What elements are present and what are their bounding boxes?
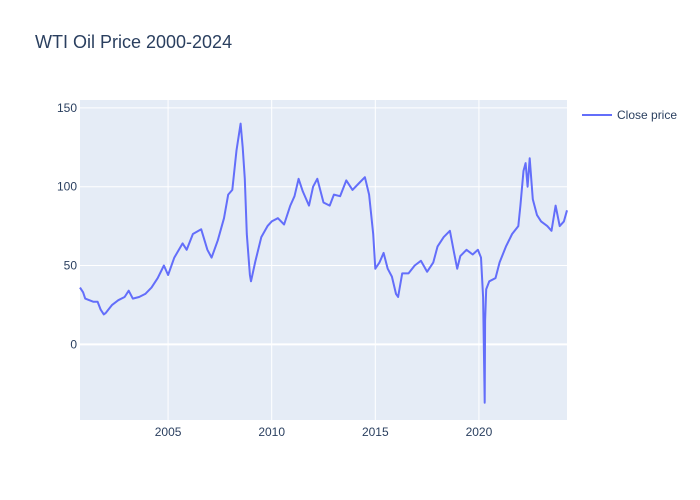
x-axis: 2005 2010 2015 2020: [155, 425, 493, 439]
legend[interactable]: Close price: [582, 108, 677, 122]
x-tick-label-2015: 2015: [362, 425, 389, 439]
x-tick-label-2010: 2010: [258, 425, 285, 439]
series-line-close-price[interactable]: [79, 122, 568, 404]
legend-label-close-price: Close price: [617, 108, 677, 122]
chart-title: WTI Oil Price 2000-2024: [35, 32, 233, 52]
x-tick-label-2020: 2020: [466, 425, 493, 439]
x-tick-label-2005: 2005: [155, 425, 182, 439]
y-tick-label-100: 100: [57, 180, 77, 194]
y-axis: 0 50 100 150: [57, 101, 77, 351]
y-tick-label-0: 0: [70, 337, 77, 351]
series-lines: [79, 122, 568, 404]
y-tick-label-150: 150: [57, 101, 77, 115]
plot-area: [80, 100, 567, 420]
y-tick-label-50: 50: [64, 259, 78, 273]
